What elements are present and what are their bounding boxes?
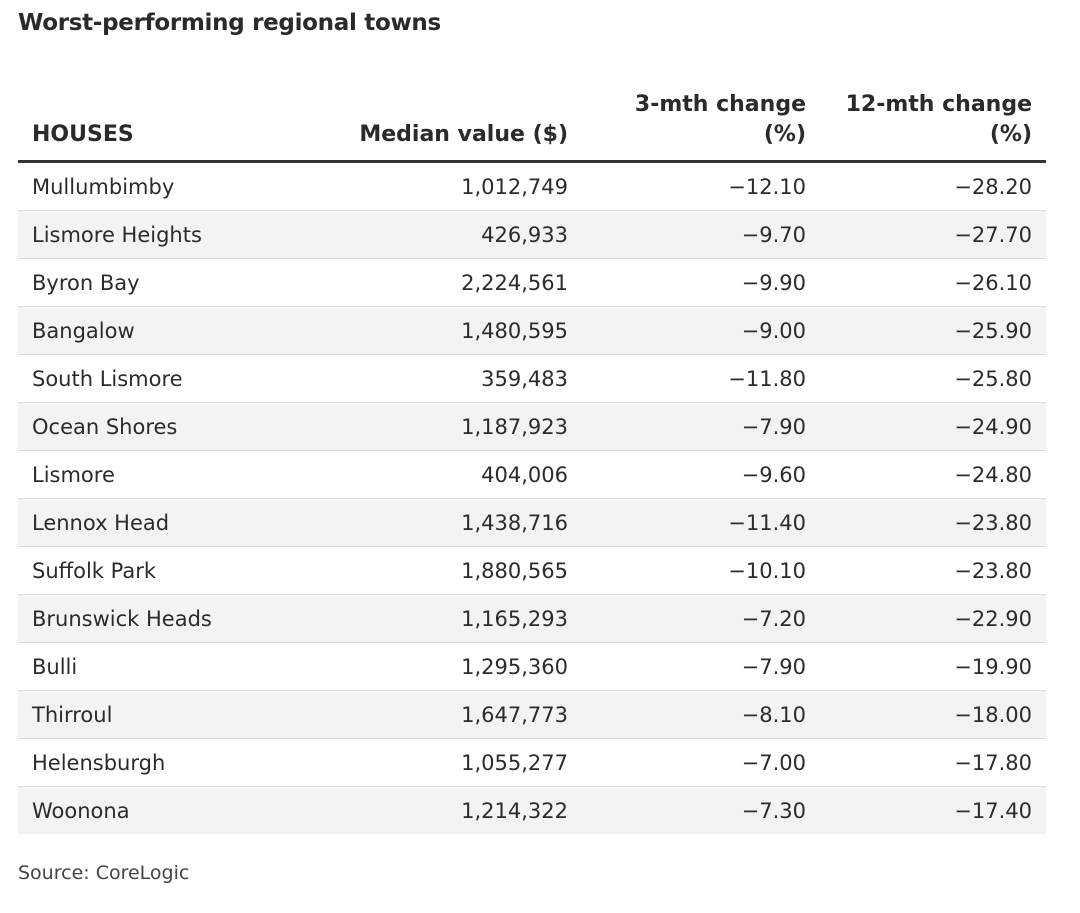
source-note: Source: CoreLogic <box>18 862 190 884</box>
town-name-cell: Thirroul <box>18 690 250 739</box>
table-row: Mullumbimby 1,012,749 −12.10 −28.20 <box>18 161 1046 211</box>
town-name-cell: Brunswick Heads <box>18 594 250 643</box>
table-row: South Lismore 359,483 −11.80 −25.80 <box>18 354 1046 403</box>
town-name-cell: Lennox Head <box>18 498 250 547</box>
value-cell: 1,880,565 <box>250 546 582 595</box>
town-name-cell: Lismore <box>18 450 250 499</box>
table-header: HOUSES Median value ($) 3-mth change (%) 12… <box>18 86 1046 163</box>
value-cell: −25.80 <box>820 354 1046 403</box>
value-cell: 1,055,277 <box>250 738 582 787</box>
value-cell: 1,295,360 <box>250 642 582 691</box>
value-cell: −11.80 <box>582 354 820 403</box>
header-row: HOUSES Median value ($) 3-mth change (%) 12… <box>18 86 1046 163</box>
value-cell: −24.80 <box>820 450 1046 499</box>
value-cell: −12.10 <box>582 161 820 211</box>
value-cell: −7.90 <box>582 642 820 691</box>
table-row: Thirroul 1,647,773 −8.10 −18.00 <box>18 690 1046 739</box>
value-cell: 1,012,749 <box>250 161 582 211</box>
value-cell: −25.90 <box>820 306 1046 355</box>
town-name-cell: Woonona <box>18 786 250 834</box>
column-header: 12-mth change (%) <box>820 86 1046 163</box>
value-cell: −17.40 <box>820 786 1046 834</box>
value-cell: 404,006 <box>250 450 582 499</box>
value-cell: 1,480,595 <box>250 306 582 355</box>
value-cell: −7.00 <box>582 738 820 787</box>
column-header: HOUSES <box>18 86 250 163</box>
value-cell: 1,214,322 <box>250 786 582 834</box>
value-cell: −9.70 <box>582 210 820 259</box>
value-cell: −9.90 <box>582 258 820 307</box>
table-row: Lennox Head 1,438,716 −11.40 −23.80 <box>18 498 1046 547</box>
table-row: Suffolk Park 1,880,565 −10.10 −23.80 <box>18 546 1046 595</box>
table-row: Byron Bay 2,224,561 −9.90 −26.10 <box>18 258 1046 307</box>
value-cell: −17.80 <box>820 738 1046 787</box>
table-row: Lismore Heights 426,933 −9.70 −27.70 <box>18 210 1046 259</box>
table-row: Lismore 404,006 −9.60 −24.80 <box>18 450 1046 499</box>
value-cell: −26.10 <box>820 258 1046 307</box>
value-cell: −7.90 <box>582 402 820 451</box>
town-name-cell: Ocean Shores <box>18 402 250 451</box>
table-row: Brunswick Heads 1,165,293 −7.20 −22.90 <box>18 594 1046 643</box>
town-name-cell: Bulli <box>18 642 250 691</box>
value-cell: −7.30 <box>582 786 820 834</box>
value-cell: 1,647,773 <box>250 690 582 739</box>
value-cell: −23.80 <box>820 546 1046 595</box>
table-row: Helensburgh 1,055,277 −7.00 −17.80 <box>18 738 1046 787</box>
value-cell: −7.20 <box>582 594 820 643</box>
value-cell: −27.70 <box>820 210 1046 259</box>
table-row: Bulli 1,295,360 −7.90 −19.90 <box>18 642 1046 691</box>
value-cell: −18.00 <box>820 690 1046 739</box>
town-name-cell: Byron Bay <box>18 258 250 307</box>
value-cell: −8.10 <box>582 690 820 739</box>
value-cell: −10.10 <box>582 546 820 595</box>
value-cell: 1,438,716 <box>250 498 582 547</box>
value-cell: −9.00 <box>582 306 820 355</box>
town-name-cell: Helensburgh <box>18 738 250 787</box>
value-cell: −19.90 <box>820 642 1046 691</box>
value-cell: −28.20 <box>820 161 1046 211</box>
town-name-cell: Mullumbimby <box>18 161 250 211</box>
chart-title: Worst-performing regional towns <box>18 10 441 36</box>
table-row: Ocean Shores 1,187,923 −7.90 −24.90 <box>18 402 1046 451</box>
value-cell: 359,483 <box>250 354 582 403</box>
column-header: Median value ($) <box>250 86 582 163</box>
value-cell: 1,187,923 <box>250 402 582 451</box>
value-cell: 426,933 <box>250 210 582 259</box>
town-name-cell: Lismore Heights <box>18 210 250 259</box>
town-name-cell: South Lismore <box>18 354 250 403</box>
town-name-cell: Suffolk Park <box>18 546 250 595</box>
column-header: 3-mth change (%) <box>582 86 820 163</box>
value-cell: 2,224,561 <box>250 258 582 307</box>
value-cell: −9.60 <box>582 450 820 499</box>
value-cell: 1,165,293 <box>250 594 582 643</box>
town-name-cell: Bangalow <box>18 306 250 355</box>
value-cell: −24.90 <box>820 402 1046 451</box>
value-cell: −23.80 <box>820 498 1046 547</box>
table-row: Bangalow 1,480,595 −9.00 −25.90 <box>18 306 1046 355</box>
table-body: Mullumbimby 1,012,749 −12.10 −28.20 Lismore … <box>18 161 1046 834</box>
value-cell: −11.40 <box>582 498 820 547</box>
value-cell: −22.90 <box>820 594 1046 643</box>
data-table: HOUSES Median value ($) 3-mth change (%) 12… <box>18 86 1046 834</box>
table-row: Woonona 1,214,322 −7.30 −17.40 <box>18 786 1046 834</box>
